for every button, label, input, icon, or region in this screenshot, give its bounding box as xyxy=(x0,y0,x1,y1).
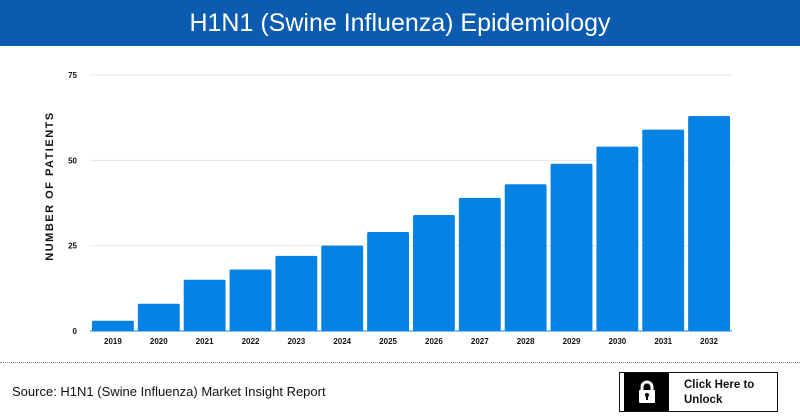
unlock-button[interactable]: Click Here to Unlock xyxy=(619,372,778,412)
x-tick-label: 2019 xyxy=(104,337,122,346)
unlock-label: Click Here to Unlock xyxy=(684,379,755,406)
bar-2027 xyxy=(458,197,501,331)
x-tick-label: 2030 xyxy=(608,337,626,346)
y-tick-label: 0 xyxy=(73,327,78,336)
y-tick-label: 75 xyxy=(68,71,77,80)
x-tick-label: 2025 xyxy=(379,337,397,346)
bar-2030 xyxy=(596,146,639,331)
x-tick-label: 2026 xyxy=(425,337,443,346)
source-text: Source: H1N1 (Swine Influenza) Market In… xyxy=(12,384,326,399)
x-tick-label: 2028 xyxy=(517,337,535,346)
x-tick-label: 2023 xyxy=(287,337,305,346)
x-tick-label: 2021 xyxy=(196,337,214,346)
bar-2026 xyxy=(413,214,455,331)
bar-chart: 0 25 50 75 2019 2020 2021 2022 2023 2024 2025 2026 2… xyxy=(68,71,732,346)
bar-2022 xyxy=(229,269,272,331)
bar-2023 xyxy=(275,255,318,331)
bar-2028 xyxy=(504,184,547,331)
x-tick-label: 2031 xyxy=(654,337,672,346)
divider xyxy=(0,362,800,363)
x-tick-label: 2022 xyxy=(242,337,260,346)
y-tick-label: 25 xyxy=(68,242,77,251)
x-tick-label: 2020 xyxy=(150,337,168,346)
x-tick-label: 2024 xyxy=(333,337,351,346)
bar-2029 xyxy=(550,163,593,331)
bar-2019 xyxy=(92,320,134,331)
x-tick-label: 2027 xyxy=(471,337,489,346)
y-axis-label: NUMBER OF PATIENTS xyxy=(44,111,56,261)
bar-2020 xyxy=(137,303,180,331)
chart-title: H1N1 (Swine Influenza) Epidemiology xyxy=(0,0,800,46)
x-tick-label: 2029 xyxy=(563,337,581,346)
lock-icon xyxy=(624,373,669,411)
bar-2024 xyxy=(321,245,364,331)
x-tick-label: 2032 xyxy=(700,337,718,346)
bar-2031 xyxy=(642,129,685,331)
bar-2021 xyxy=(183,279,226,331)
y-tick-label: 50 xyxy=(68,156,77,165)
bar-2025 xyxy=(367,232,409,331)
bar-2032 xyxy=(688,115,730,332)
